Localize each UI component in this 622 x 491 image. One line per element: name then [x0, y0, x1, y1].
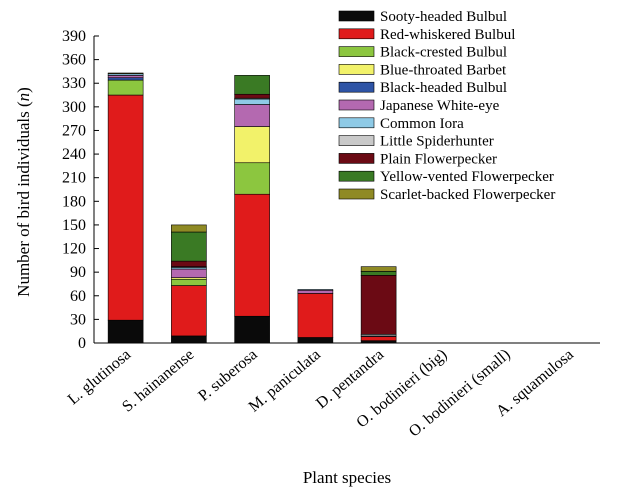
bar-segment	[360, 336, 397, 341]
legend-swatch	[338, 153, 375, 164]
bar-segment	[234, 193, 270, 317]
bar-segment	[107, 79, 144, 96]
bar-segment	[297, 289, 334, 291]
legend-swatch	[338, 188, 375, 200]
legend-swatch	[338, 46, 375, 57]
bar-segment	[234, 93, 270, 99]
legend-label: Plain Flowerpecker	[380, 151, 497, 167]
legend-label: Yellow-vented Flowerpecker	[380, 169, 554, 185]
bar-segment	[234, 162, 270, 195]
bar-segment	[234, 98, 270, 105]
y-tick-label: 90	[70, 264, 86, 281]
bar-segment	[360, 266, 397, 272]
legend-swatch	[338, 117, 375, 129]
y-tick-label: 270	[62, 122, 86, 139]
y-axis-title-variable: n	[14, 93, 33, 102]
y-axis-title-prefix: Number of bird individuals (	[14, 101, 33, 297]
x-axis-title: Plant species	[303, 468, 391, 487]
y-ticks: 0 30 60 90 120 150 180 210 240 270 300 330 360 390	[62, 28, 99, 352]
bar-segment	[171, 285, 207, 337]
legend-label: Black-crested Bulbul	[380, 45, 507, 61]
bar-segment	[171, 260, 207, 267]
y-tick-label: 30	[70, 311, 86, 328]
legend-swatch	[338, 28, 375, 40]
y-tick-label: 360	[62, 52, 86, 69]
bar-segment	[234, 104, 270, 127]
bar-segment	[107, 94, 144, 321]
legend-label: Blue-throated Barbet	[380, 62, 507, 78]
bar-segment	[234, 126, 270, 164]
y-tick-label: 240	[62, 146, 86, 163]
bar-segment	[171, 231, 207, 262]
bar-segment	[107, 72, 144, 75]
y-axis-title: Number of bird individuals (n)	[14, 87, 33, 297]
bar-segment	[297, 337, 334, 344]
legend-label: Black-headed Bulbul	[380, 80, 507, 96]
legend-swatch	[338, 81, 375, 93]
y-tick-label: 390	[62, 28, 86, 45]
y-tick-label: 0	[78, 335, 86, 352]
bar-segment	[107, 75, 144, 79]
legend-swatch	[338, 170, 375, 182]
bar-segment	[171, 335, 207, 344]
y-tick-label: 300	[62, 99, 86, 116]
bar-segment	[234, 75, 270, 95]
legend-swatch	[338, 99, 375, 111]
legend-label: Common Iora	[380, 116, 464, 132]
y-axis-title-suffix: )	[14, 87, 33, 93]
legend-swatch	[338, 64, 375, 75]
y-tick-label: 210	[62, 170, 86, 187]
bar-segment	[171, 268, 207, 278]
legend-swatch	[338, 135, 375, 146]
y-tick-label: 60	[70, 288, 86, 305]
bars	[107, 72, 397, 344]
legend-label: Little Spiderhunter	[380, 134, 494, 150]
bar-segment	[107, 77, 144, 81]
x-tick-label: P. suberosa	[195, 346, 260, 405]
bar-segment	[171, 224, 207, 233]
y-tick-label: 330	[62, 75, 86, 92]
bar-segment	[297, 289, 334, 294]
bar-segment	[297, 293, 334, 338]
legend-label: Scarlet-backed Flowerpecker	[380, 187, 555, 203]
y-tick-label: 120	[62, 241, 86, 258]
y-tick-label: 150	[62, 217, 86, 234]
legend-label: Red-whiskered Bulbul	[380, 27, 515, 43]
bar-segment	[360, 340, 397, 344]
bar-segment	[107, 319, 144, 344]
legend-swatch	[338, 10, 375, 22]
bar-segment	[360, 271, 397, 276]
y-tick-label: 180	[62, 193, 86, 210]
legend-label: Sooty-headed Bulbul	[380, 9, 507, 25]
legend: Sooty-headed Bulbul Red-whiskered Bulbul B…	[338, 9, 555, 203]
bar-segment	[234, 315, 270, 344]
legend-label: Japanese White-eye	[380, 98, 500, 114]
bar-segment	[171, 278, 207, 286]
bar-segment	[360, 275, 397, 335]
